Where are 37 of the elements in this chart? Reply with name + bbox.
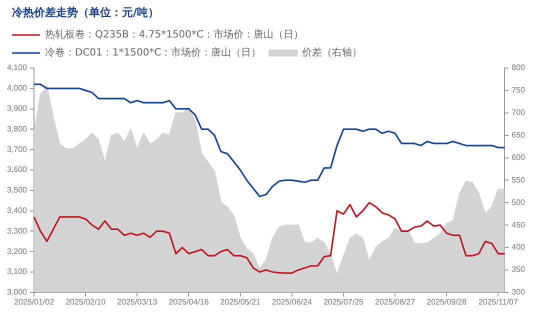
legend-label: 热轧板卷：Q235B：4.75*1500*C：市场价：唐山（日）: [45, 28, 304, 41]
y-tick-label: 3,400: [6, 206, 28, 216]
y2-tick-label: 600: [512, 152, 526, 162]
x-tick-label: 2025/04/16: [168, 297, 210, 306]
y2-tick-label: 450: [512, 220, 526, 230]
y2-tick-label: 550: [512, 175, 526, 184]
y-tick-label: 3,700: [6, 144, 28, 154]
x-tick-label: 2025/06/24: [272, 297, 312, 306]
y2-tick-label: 750: [512, 86, 526, 95]
y2-tick-label: 800: [512, 63, 526, 72]
y2-tick-label: 400: [512, 242, 526, 252]
x-tick-label: 2025/07/25: [323, 297, 364, 306]
y-tick-label: 3,000: [6, 288, 28, 297]
y-tick-label: 4,000: [6, 84, 28, 93]
y2-tick-label: 300: [512, 288, 526, 297]
legend-label: 冷卷：DC01：1*1500*C：市场价：唐山（日）: [45, 46, 262, 59]
y-tick-label: 4,100: [6, 63, 28, 72]
legend-label: 价差（右轴）: [301, 46, 362, 59]
y-tick-label: 3,800: [6, 124, 28, 134]
x-tick-label: 2025/01/02: [14, 297, 55, 306]
y-tick-label: 3,600: [6, 165, 28, 174]
x-tick-label: 2025/05/21: [220, 297, 261, 306]
x-tick-label: 2025/09/28: [426, 297, 468, 306]
y2-tick-label: 700: [512, 108, 526, 118]
y2-tick-label: 500: [512, 198, 526, 207]
y-tick-label: 3,300: [6, 226, 28, 236]
x-tick-label: 2025/08/27: [375, 297, 416, 306]
chart-title: 冷热价差走势（单位：元/吨）: [12, 5, 160, 20]
x-tick-label: 2025/02/10: [66, 297, 106, 306]
y-tick-label: 3,100: [6, 267, 28, 276]
y-tick-label: 3,500: [6, 186, 28, 195]
y2-tick-label: 350: [512, 265, 526, 274]
x-tick-label: 2025/11/07: [478, 297, 518, 306]
y2-tick-label: 650: [512, 130, 526, 140]
x-tick-label: 2025/03/13: [117, 297, 158, 306]
y-tick-label: 3,900: [6, 104, 28, 114]
y-tick-label: 3,200: [6, 246, 28, 256]
